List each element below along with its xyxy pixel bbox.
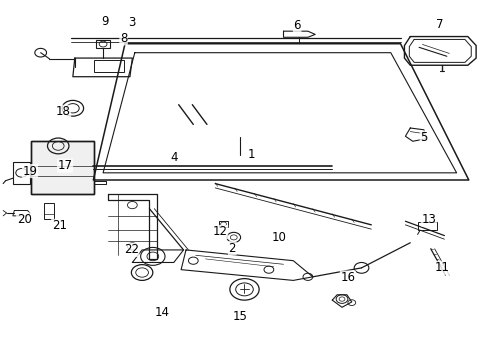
Text: 14: 14	[155, 306, 170, 319]
Bar	[94, 60, 123, 72]
Text: 15: 15	[233, 310, 247, 324]
Text: 10: 10	[272, 231, 286, 244]
Text: 3: 3	[128, 16, 136, 29]
Bar	[96, 40, 110, 48]
Text: 7: 7	[435, 18, 443, 31]
Bar	[43, 203, 54, 220]
Text: 20: 20	[17, 213, 31, 226]
Text: 22: 22	[123, 243, 139, 256]
Text: 1: 1	[247, 148, 255, 161]
Text: 17: 17	[58, 159, 72, 172]
Text: 5: 5	[419, 131, 427, 144]
Text: 19: 19	[22, 165, 38, 177]
Text: 16: 16	[340, 271, 355, 284]
Text: 8: 8	[120, 32, 127, 45]
Text: 21: 21	[52, 219, 66, 233]
Bar	[31, 141, 94, 194]
Text: 4: 4	[170, 151, 177, 164]
Text: 2: 2	[228, 242, 236, 255]
Bar	[31, 141, 94, 194]
Bar	[13, 162, 30, 184]
Bar	[417, 222, 436, 230]
Bar	[219, 221, 227, 227]
Text: 6: 6	[293, 19, 300, 32]
Text: 12: 12	[212, 225, 227, 238]
Text: 18: 18	[56, 105, 70, 118]
Text: 9: 9	[101, 15, 108, 28]
Text: 13: 13	[421, 213, 435, 226]
Text: 11: 11	[434, 261, 448, 274]
